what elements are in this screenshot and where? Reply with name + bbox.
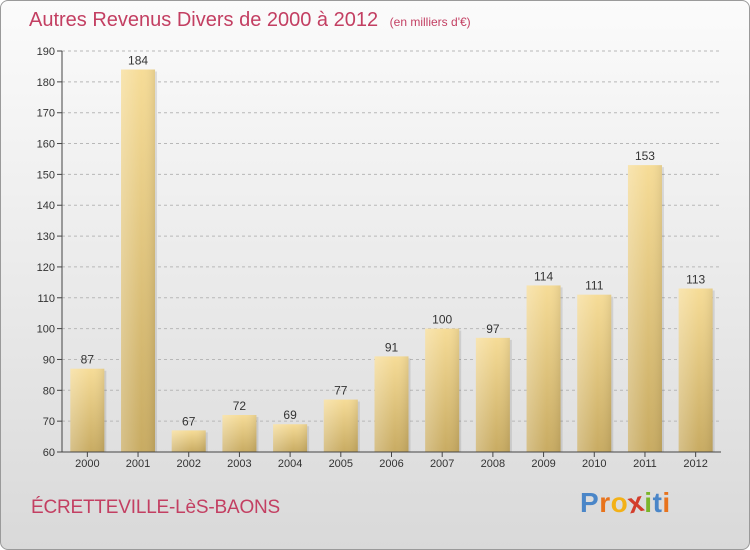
bar-group — [323, 399, 360, 452]
y-tick-label: 90 — [43, 354, 55, 366]
bar-highlight — [425, 328, 460, 452]
bar-group — [273, 424, 310, 452]
y-tick-label: 110 — [37, 293, 55, 305]
x-tick-label: 2006 — [379, 458, 403, 470]
logo-letter: t — [652, 487, 663, 518]
bar-value-label: 100 — [432, 313, 452, 327]
y-tick-label: 100 — [37, 324, 55, 336]
y-tick-label: 170 — [37, 108, 55, 120]
bar-highlight — [70, 368, 105, 452]
logo-letter: o — [610, 487, 629, 518]
bar-value-label: 69 — [283, 408, 297, 422]
bar-value-label: 114 — [534, 269, 553, 283]
bar-group — [171, 430, 208, 452]
bar-value-label: 153 — [635, 149, 655, 163]
commune-name: ÉCRETTEVILLE-LèS-BAONS — [31, 497, 281, 518]
bar-value-label: 184 — [128, 54, 148, 68]
bar-value-label: 91 — [385, 340, 399, 354]
y-tick-label: 190 — [37, 46, 55, 58]
logo-letter: i — [662, 487, 671, 518]
bar-group — [577, 294, 614, 452]
x-tick-label: 2001 — [126, 458, 150, 470]
bar-group — [121, 69, 158, 452]
logo-letter: P — [580, 487, 600, 518]
bar-highlight — [577, 294, 612, 452]
x-tick-label: 2003 — [227, 458, 251, 470]
y-tick-label: 160 — [37, 139, 55, 151]
labels: 60 70 80 90 100 110 120 130 140 150 160 170 180 190 87… — [37, 46, 708, 470]
bar-value-label: 87 — [81, 353, 95, 367]
y-tick-label: 150 — [37, 169, 55, 181]
y-tick-label: 140 — [37, 200, 55, 212]
x-tick-label: 2009 — [531, 458, 555, 470]
x-tick-label: 2011 — [633, 458, 657, 470]
bar-highlight — [273, 424, 308, 452]
logo-letter: i — [644, 487, 653, 518]
y-tick-label: 180 — [37, 77, 55, 89]
x-tick-label: 2007 — [430, 458, 454, 470]
bar-value-label: 97 — [486, 322, 500, 336]
bar-highlight — [222, 414, 257, 452]
x-tick-label: 2012 — [683, 458, 707, 470]
bar-highlight — [323, 399, 358, 452]
x-tick-label: 2008 — [481, 458, 505, 470]
y-tick-label: 60 — [43, 447, 55, 459]
grid-lines — [62, 50, 721, 422]
logo-letter: r — [599, 487, 611, 518]
x-tick-label: 2000 — [75, 458, 99, 470]
y-tick-label: 70 — [43, 416, 55, 428]
bar-highlight — [171, 430, 206, 452]
bar-value-label: 72 — [233, 399, 247, 413]
y-tick-label: 120 — [37, 262, 55, 274]
bar-value-label: 113 — [686, 273, 705, 287]
bar-highlight — [374, 356, 409, 452]
bars — [70, 69, 715, 452]
bar-group — [222, 414, 259, 452]
bar-group — [425, 328, 462, 452]
chart-title-text: Autres Revenus Divers de 2000 à 2012 — [29, 9, 379, 31]
x-tick-label: 2010 — [582, 458, 606, 470]
bar-value-label: 67 — [182, 414, 196, 428]
chart-subtitle: (en milliers d'€) — [389, 15, 471, 29]
x-tick-label: 2002 — [176, 458, 200, 470]
bar-highlight — [475, 337, 510, 452]
bar-group — [475, 337, 512, 452]
bar-value-label: 111 — [585, 279, 604, 293]
x-tick-label: 2005 — [329, 458, 353, 470]
bar-group — [526, 285, 563, 452]
bar-highlight — [121, 69, 156, 452]
bar-group — [374, 356, 411, 452]
bar-value-label: 77 — [334, 384, 348, 398]
bar-group — [678, 288, 715, 452]
chart-title: Autres Revenus Divers de 2000 à 2012 (en… — [29, 9, 471, 32]
bar-group — [627, 165, 664, 452]
x-tick-label: 2004 — [278, 458, 302, 470]
y-tick-label: 80 — [43, 385, 55, 397]
bar-highlight — [526, 285, 561, 452]
proxiti-logo[interactable]: Proxiti — [580, 486, 671, 520]
bar-highlight — [678, 288, 713, 452]
bar-highlight — [627, 165, 662, 452]
bar-group — [70, 368, 107, 452]
y-tick-label: 130 — [37, 231, 55, 243]
axes — [57, 50, 721, 457]
